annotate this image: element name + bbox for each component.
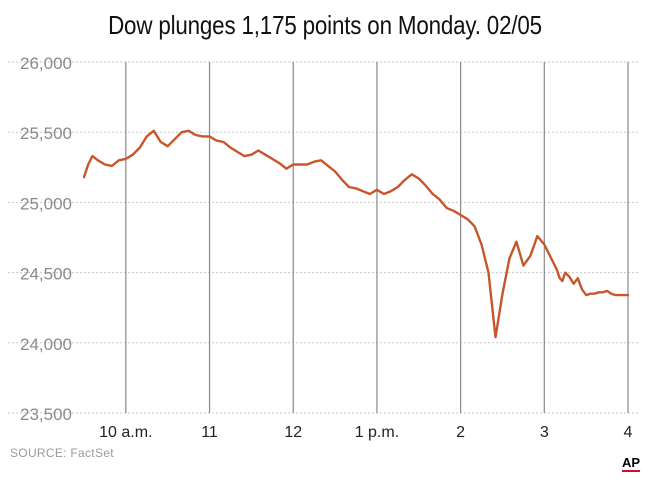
y-tick-label: 25,500 xyxy=(20,124,72,143)
y-axis-tick-labels: 26,000 25,500 25,000 24,500 24,000 23,500 xyxy=(20,54,72,424)
x-tick-label: 2 xyxy=(456,424,465,441)
y-tick-label: 24,500 xyxy=(20,265,72,284)
x-tick-label: 11 xyxy=(201,424,218,441)
y-tick-label: 26,000 xyxy=(20,54,72,73)
chart-title: Dow plunges 1,175 points on Monday. 02/0… xyxy=(108,10,542,40)
x-axis-tick-labels: 10 a.m. 11 12 1 p.m. 2 3 4 xyxy=(99,424,632,441)
x-tick-label: 1 p.m. xyxy=(355,424,399,441)
horizontal-gridlines xyxy=(8,61,640,414)
y-tick-label: 24,000 xyxy=(20,335,72,354)
x-tick-label: 3 xyxy=(540,424,549,441)
x-tick-label: 12 xyxy=(284,424,302,441)
vertical-gridlines xyxy=(125,62,629,413)
x-tick-label: 4 xyxy=(624,424,633,441)
y-tick-label: 23,500 xyxy=(20,405,72,424)
source-credit: SOURCE: FactSet xyxy=(10,446,114,460)
ap-logo: AP xyxy=(622,455,641,472)
y-tick-label: 25,000 xyxy=(20,194,72,213)
x-tick-label: 10 a.m. xyxy=(99,424,152,441)
dow-series-line xyxy=(82,129,630,339)
